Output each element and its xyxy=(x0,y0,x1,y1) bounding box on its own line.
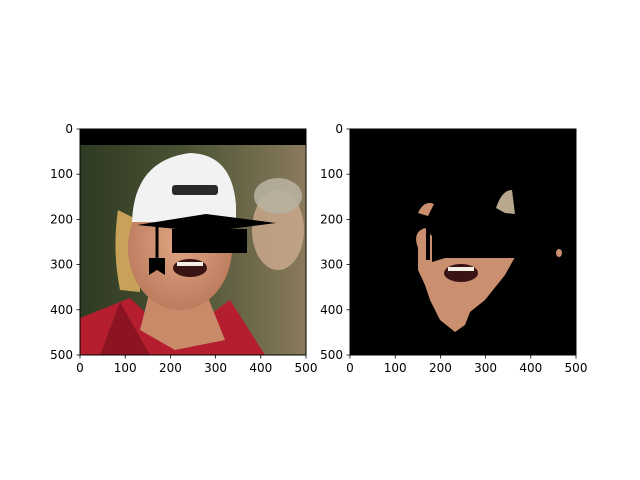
graduation-cap-board xyxy=(137,214,276,232)
left-y-ticks: 0 100 200 300 400 500 xyxy=(50,122,80,362)
left-x-ticks: 0 100 200 300 400 500 xyxy=(76,355,317,375)
right-axes-frame xyxy=(349,128,577,356)
right-x-ticks: 0 100 200 300 400 500 xyxy=(346,355,587,375)
left-y-tick-label: 400 xyxy=(50,303,73,317)
right-y-tick-label: 100 xyxy=(320,167,343,181)
left-x-tick-label: 200 xyxy=(159,361,182,375)
masked-mouth xyxy=(444,264,478,282)
mask-right-speck xyxy=(556,249,562,257)
cap-strap xyxy=(172,185,218,195)
left-y-tick-label: 500 xyxy=(50,348,73,362)
top-black-band xyxy=(80,129,306,145)
left-x-tick-label: 300 xyxy=(204,361,227,375)
left-axes-frame xyxy=(79,128,307,356)
right-y-ticks: 0 100 200 300 400 500 xyxy=(320,122,350,362)
right-y-tick-label: 500 xyxy=(320,348,343,362)
background-person-hair xyxy=(254,178,302,214)
mask-cap-board xyxy=(432,214,520,232)
right-y-tick-label: 400 xyxy=(320,303,343,317)
masked-teeth xyxy=(448,267,474,271)
left-y-tick-label: 0 xyxy=(65,122,73,136)
left-y-tick-label: 200 xyxy=(50,212,73,226)
mask-forehead-patch xyxy=(418,203,434,216)
right-y-tick-label: 0 xyxy=(335,122,343,136)
right-image-panel xyxy=(350,129,576,355)
graduation-cap-tassel xyxy=(149,258,165,275)
right-y-tick-label: 200 xyxy=(320,212,343,226)
left-x-tick-label: 400 xyxy=(249,361,272,375)
mouth xyxy=(173,259,207,277)
left-x-tick-label: 0 xyxy=(76,361,84,375)
mask-cap-base xyxy=(442,229,518,258)
mask-tassel-string xyxy=(426,228,430,260)
right-x-tick-label: 300 xyxy=(474,361,497,375)
left-y-tick-label: 100 xyxy=(50,167,73,181)
left-image-panel xyxy=(80,129,306,355)
left-y-tick-label: 300 xyxy=(50,258,73,272)
left-x-tick-label: 500 xyxy=(295,361,318,375)
graduation-cap-base xyxy=(172,229,247,253)
teeth xyxy=(177,262,203,266)
right-x-tick-label: 100 xyxy=(384,361,407,375)
right-x-tick-label: 200 xyxy=(429,361,452,375)
right-x-tick-label: 0 xyxy=(346,361,354,375)
shirt-collar xyxy=(100,302,150,355)
right-x-tick-label: 500 xyxy=(565,361,588,375)
mask-ear-patch xyxy=(496,190,515,214)
right-x-tick-label: 400 xyxy=(519,361,542,375)
left-x-tick-label: 100 xyxy=(114,361,137,375)
right-y-tick-label: 300 xyxy=(320,258,343,272)
